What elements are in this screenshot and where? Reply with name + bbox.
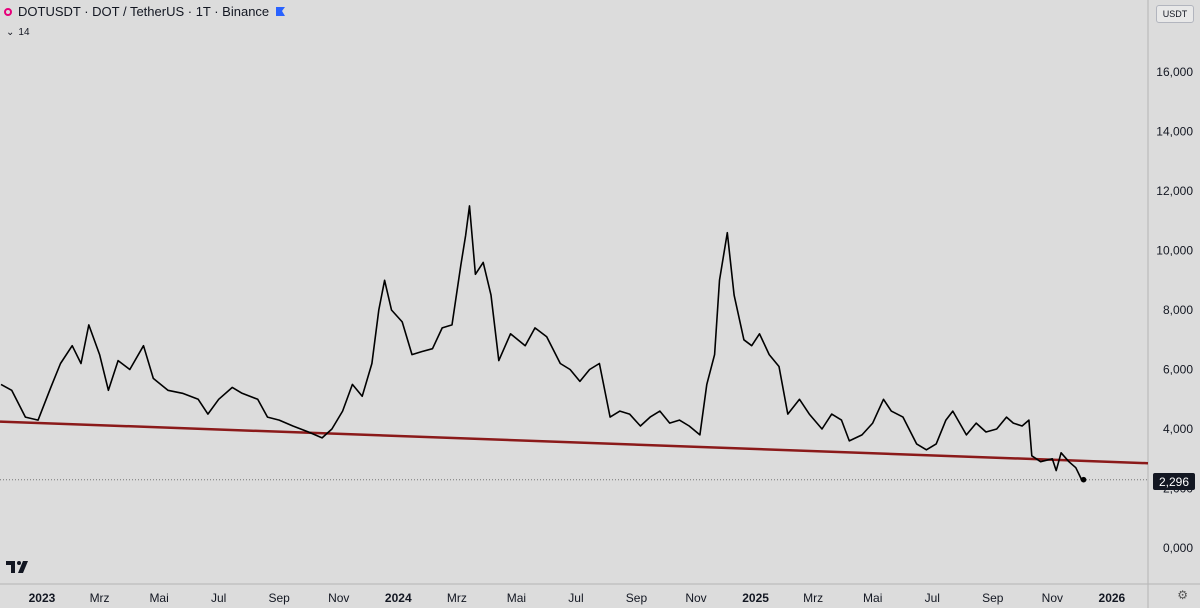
indicator-value: 14 [18, 27, 30, 38]
x-tick-label: Mrz [447, 591, 467, 605]
x-tick-label: Mai [507, 591, 526, 605]
y-tick-label: 14,000 [1156, 125, 1193, 139]
y-tick-label: 10,000 [1156, 244, 1193, 258]
y-tick-label: 16,000 [1156, 65, 1193, 79]
chart-header: DOTUSDT · DOT / TetherUS · 1T · Binance [4, 4, 286, 19]
chevron-down-icon[interactable]: ⌄ [6, 27, 15, 38]
x-tick-label: Nov [685, 591, 706, 605]
x-tick-label: Sep [626, 591, 648, 605]
last-price-badge: 2,296 [1153, 473, 1195, 490]
settings-icon[interactable]: ⚙ [1177, 588, 1188, 602]
y-tick-label: 8,000 [1163, 303, 1193, 317]
y-tick-label: 6,000 [1163, 363, 1193, 377]
indicator-row[interactable]: ⌄ 14 [6, 27, 30, 38]
x-tick-label: Nov [328, 591, 349, 605]
x-tick-label: 2023 [29, 591, 56, 605]
x-tick-label: Sep [269, 591, 291, 605]
tradingview-logo-icon[interactable] [6, 559, 30, 575]
last-price-dot [1080, 476, 1087, 483]
x-tick-label: Jul [568, 591, 583, 605]
x-tick-label: Mai [149, 591, 168, 605]
x-tick-label: Mrz [90, 591, 110, 605]
y-tick-label: 4,000 [1163, 422, 1193, 436]
x-tick-label: 2025 [742, 591, 769, 605]
x-tick-label: Sep [982, 591, 1004, 605]
symbol-icon [4, 7, 12, 16]
x-tick-label: Jul [925, 591, 940, 605]
symbol-title[interactable]: DOTUSDT · DOT / TetherUS · 1T · Binance [18, 4, 270, 19]
x-tick-label: Nov [1042, 591, 1063, 605]
x-tick-label: Mai [863, 591, 882, 605]
x-tick-label: Mrz [803, 591, 823, 605]
y-tick-label: 12,000 [1156, 184, 1193, 198]
x-tick-label: 2024 [385, 591, 412, 605]
trendline[interactable] [0, 420, 1149, 465]
x-tick-label: Jul [211, 591, 226, 605]
flag-icon[interactable] [275, 6, 286, 17]
currency-button[interactable]: USDT [1156, 5, 1194, 23]
x-tick-label: 2026 [1099, 591, 1126, 605]
y-tick-label: 0,000 [1163, 541, 1193, 555]
price-series-line[interactable] [0, 205, 1084, 481]
